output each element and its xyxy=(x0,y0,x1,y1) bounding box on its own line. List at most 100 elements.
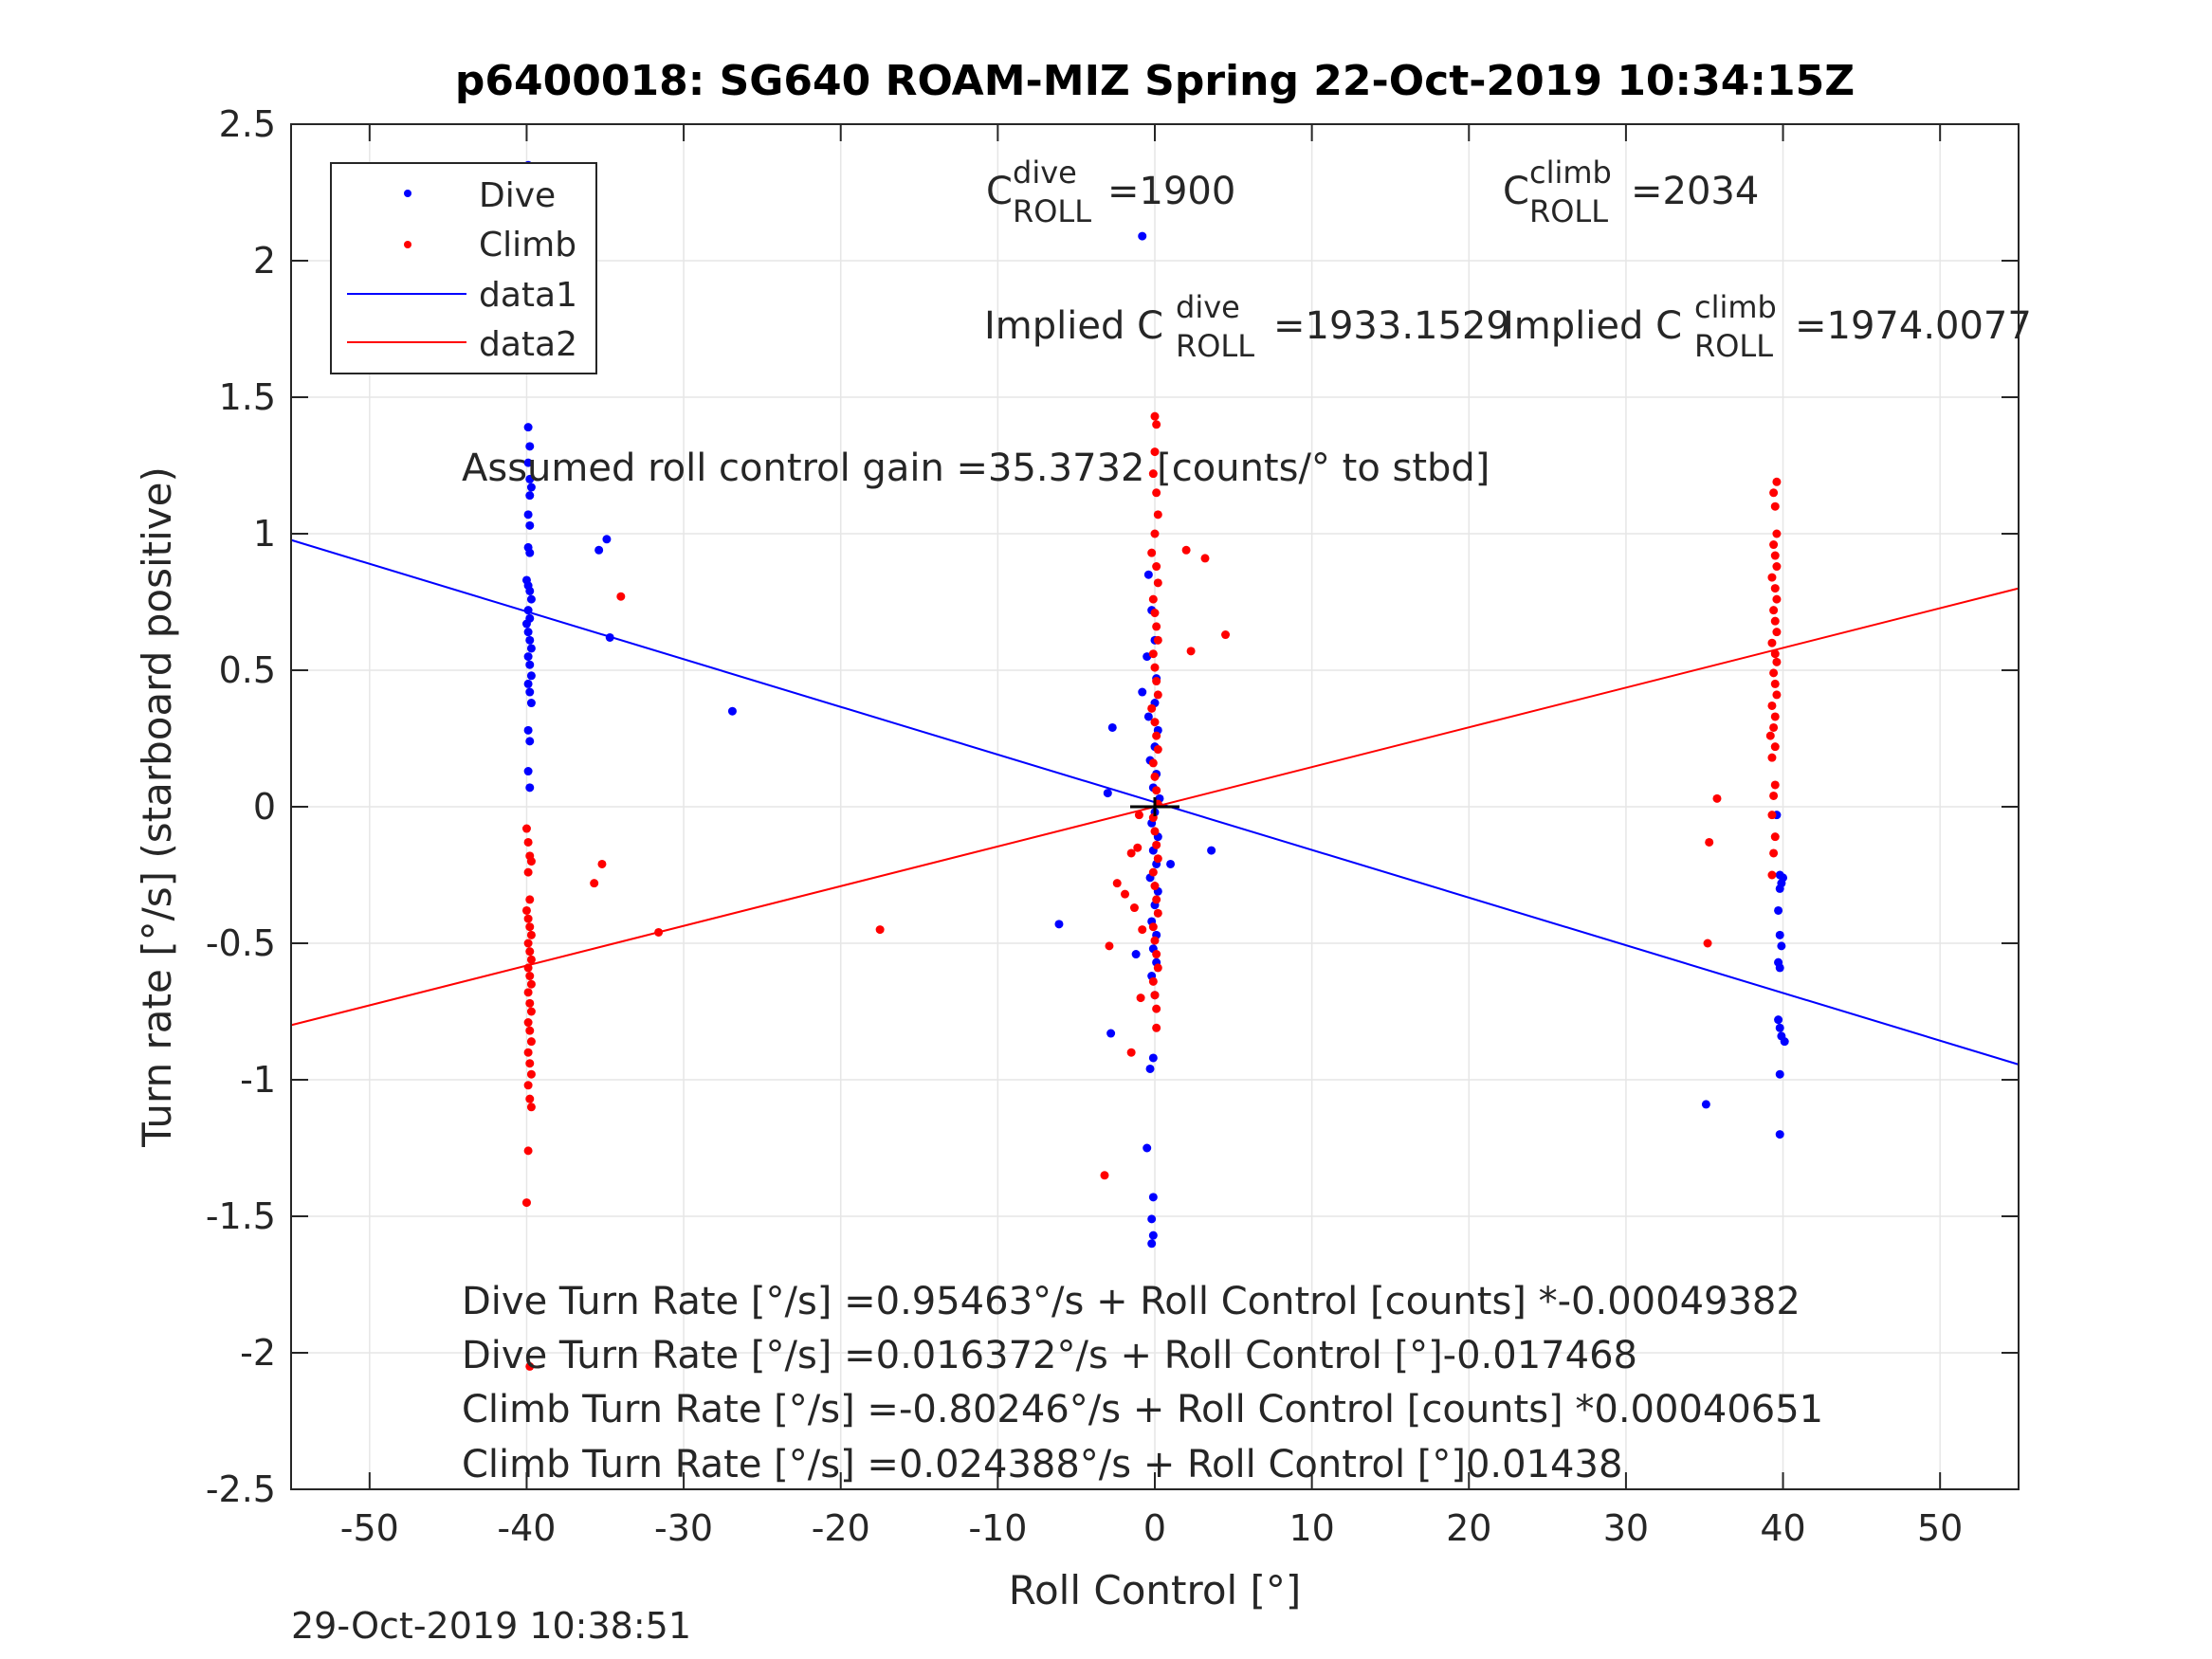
climb-point xyxy=(1769,540,1779,550)
climb-point xyxy=(1152,488,1161,498)
climb-point xyxy=(1772,690,1782,700)
climb-point xyxy=(1767,811,1777,820)
climb-point xyxy=(1770,679,1780,688)
climb-point xyxy=(1181,545,1191,555)
dive-point xyxy=(521,619,531,629)
climb-point xyxy=(1767,753,1777,762)
dive-point xyxy=(1107,722,1117,732)
climb-point xyxy=(1770,742,1780,752)
dive-point xyxy=(605,632,614,642)
climb-point xyxy=(1150,718,1160,727)
climb-point xyxy=(1138,925,1147,935)
dive-point xyxy=(1145,1064,1155,1073)
climb-point xyxy=(1153,908,1162,918)
climb-point xyxy=(1705,837,1714,847)
dive-point xyxy=(602,535,612,544)
climb-point xyxy=(1769,668,1779,678)
climb-point xyxy=(1133,843,1143,852)
climb-point xyxy=(526,1007,536,1016)
climb-point xyxy=(523,837,533,847)
dive-point xyxy=(1143,570,1153,579)
climb-point xyxy=(1772,562,1782,572)
climb-point xyxy=(1121,889,1130,899)
climb-point xyxy=(526,1103,536,1112)
dive-point xyxy=(1775,1069,1784,1079)
climb-point xyxy=(1150,447,1160,457)
dive-point xyxy=(525,783,535,793)
dive-point xyxy=(1780,1037,1789,1047)
timestamp: 29-Oct-2019 10:38:51 xyxy=(291,1605,691,1647)
dive-point xyxy=(523,725,533,735)
climb-point xyxy=(1712,793,1722,803)
climb-point xyxy=(525,922,535,932)
climb-point xyxy=(1112,879,1122,888)
equation-climb-counts: Climb Turn Rate [°/s] =-0.80246°/s + Rol… xyxy=(462,1388,1823,1431)
climb-point xyxy=(521,1198,531,1208)
annotation-implied-dive: Implied C dive ROLL =1933.1529 xyxy=(984,289,1510,364)
climb-point xyxy=(1152,677,1161,686)
legend-climb-marker xyxy=(404,241,411,248)
climb-point xyxy=(1153,745,1162,755)
x-tick-label: 30 xyxy=(1603,1507,1649,1549)
climb-point xyxy=(590,879,599,888)
c-dive-base: C xyxy=(986,170,1013,213)
y-tick-label: 0.5 xyxy=(219,649,276,691)
climb-point xyxy=(1769,848,1779,858)
y-tick-label: 2 xyxy=(253,240,276,282)
dive-point xyxy=(525,737,535,746)
x-tick-label: 40 xyxy=(1760,1507,1805,1549)
dive-point xyxy=(1148,1231,1158,1240)
climb-point xyxy=(1148,922,1158,932)
implied-dive-value: =1933.1529 xyxy=(1273,304,1510,348)
climb-point xyxy=(1200,554,1210,563)
climb-point xyxy=(525,947,535,957)
y-tick-label: -1.5 xyxy=(206,1195,276,1237)
climb-point xyxy=(1765,731,1775,740)
climb-point xyxy=(1772,657,1782,666)
climb-point xyxy=(1153,690,1162,700)
equation-climb-degrees: Climb Turn Rate [°/s] =0.024388°/s + Rol… xyxy=(462,1443,1622,1486)
dive-point xyxy=(525,474,535,483)
climb-point xyxy=(1129,903,1139,913)
implied-climb-sup: climb xyxy=(1694,289,1777,325)
dive-point xyxy=(1775,1023,1784,1032)
annotation-c-dive: C dive ROLL =1900 xyxy=(986,155,1235,229)
climb-point xyxy=(1148,469,1158,479)
climb-point xyxy=(1148,758,1158,768)
dive-point xyxy=(525,635,535,645)
climb-point xyxy=(525,1026,535,1035)
climb-point xyxy=(1153,963,1162,973)
climb-point xyxy=(1772,594,1782,604)
tick-labels: -50 -40 -30 -20 -10 0 10 20 30 40 50-2.5-2-1.5-1-0… xyxy=(206,103,1964,1549)
y-tick-label: -0.5 xyxy=(206,922,276,964)
climb-point xyxy=(526,1037,536,1047)
x-tick-label: -20 xyxy=(812,1507,870,1549)
dive-point xyxy=(525,442,535,451)
climb-point xyxy=(1770,780,1780,790)
climb-point xyxy=(1767,573,1777,582)
legend-dive-label: Dive xyxy=(479,176,556,215)
y-tick-label: -2 xyxy=(240,1332,276,1374)
dive-point xyxy=(525,660,535,669)
climb-point xyxy=(1770,616,1780,626)
x-tick-label: 50 xyxy=(1917,1507,1963,1549)
climb-point xyxy=(1152,950,1161,959)
climb-point xyxy=(1770,501,1780,511)
equation-dive-counts: Dive Turn Rate [°/s] =0.95463°/s + Roll … xyxy=(462,1280,1801,1323)
y-tick-label: 0 xyxy=(253,786,276,828)
y-tick-label: 1 xyxy=(253,513,276,555)
c-climb-sup: climb xyxy=(1529,155,1612,191)
legend-data1-label: data1 xyxy=(479,276,577,315)
climb-point xyxy=(523,1048,533,1057)
climb-point xyxy=(525,998,535,1008)
climb-point xyxy=(1126,1048,1136,1057)
climb-point xyxy=(1767,870,1777,880)
dive-point xyxy=(1148,1193,1158,1202)
dive-point xyxy=(1774,905,1783,915)
annotation-c-climb: C climb ROLL =2034 xyxy=(1503,155,1759,229)
climb-point xyxy=(1767,701,1777,710)
dive-point xyxy=(1103,789,1112,798)
climb-point xyxy=(1148,976,1158,986)
dive-point xyxy=(525,687,535,697)
gain-annotation: Assumed roll control gain =35.3732 [coun… xyxy=(462,447,1490,490)
